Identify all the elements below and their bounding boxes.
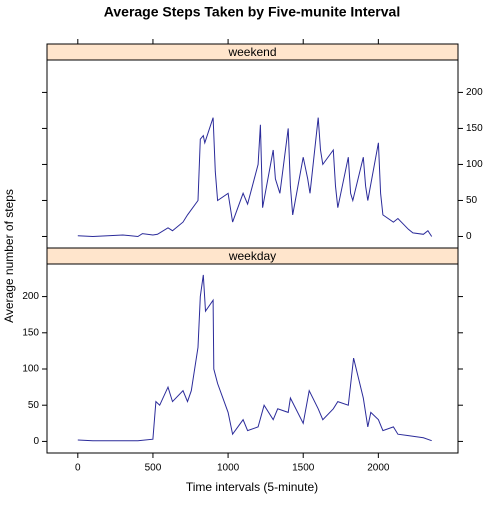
- chart-title: Average Steps Taken by Five-munite Inter…: [104, 4, 400, 20]
- y-tick-label: 50: [28, 400, 40, 411]
- strip-label: weekday: [228, 249, 276, 263]
- y-tick-label: 100: [22, 364, 39, 375]
- x-axis-label: Time intervals (5-minute): [186, 480, 318, 494]
- y-tick-label: 150: [466, 123, 483, 134]
- line: [77, 117, 433, 238]
- x-tick-label: 500: [145, 463, 162, 474]
- x-tick-label: 1500: [292, 463, 315, 474]
- y-tick-label: 0: [466, 231, 472, 242]
- x-tick-label: 2000: [367, 463, 390, 474]
- y-tick-label: 100: [466, 159, 483, 170]
- line: [77, 274, 432, 442]
- x-tick-label: 0: [75, 463, 81, 474]
- x-tick-label: 1000: [217, 463, 240, 474]
- y-tick-label: 50: [466, 195, 478, 206]
- y-tick-label: 200: [466, 87, 483, 98]
- y-tick-label: 150: [22, 327, 39, 338]
- y-axis-label: Average number of steps: [2, 189, 16, 323]
- panel: [46, 263, 459, 454]
- y-tick-label: 200: [22, 291, 39, 302]
- strip-label: weekend: [227, 45, 276, 59]
- y-tick-label: 0: [33, 436, 39, 447]
